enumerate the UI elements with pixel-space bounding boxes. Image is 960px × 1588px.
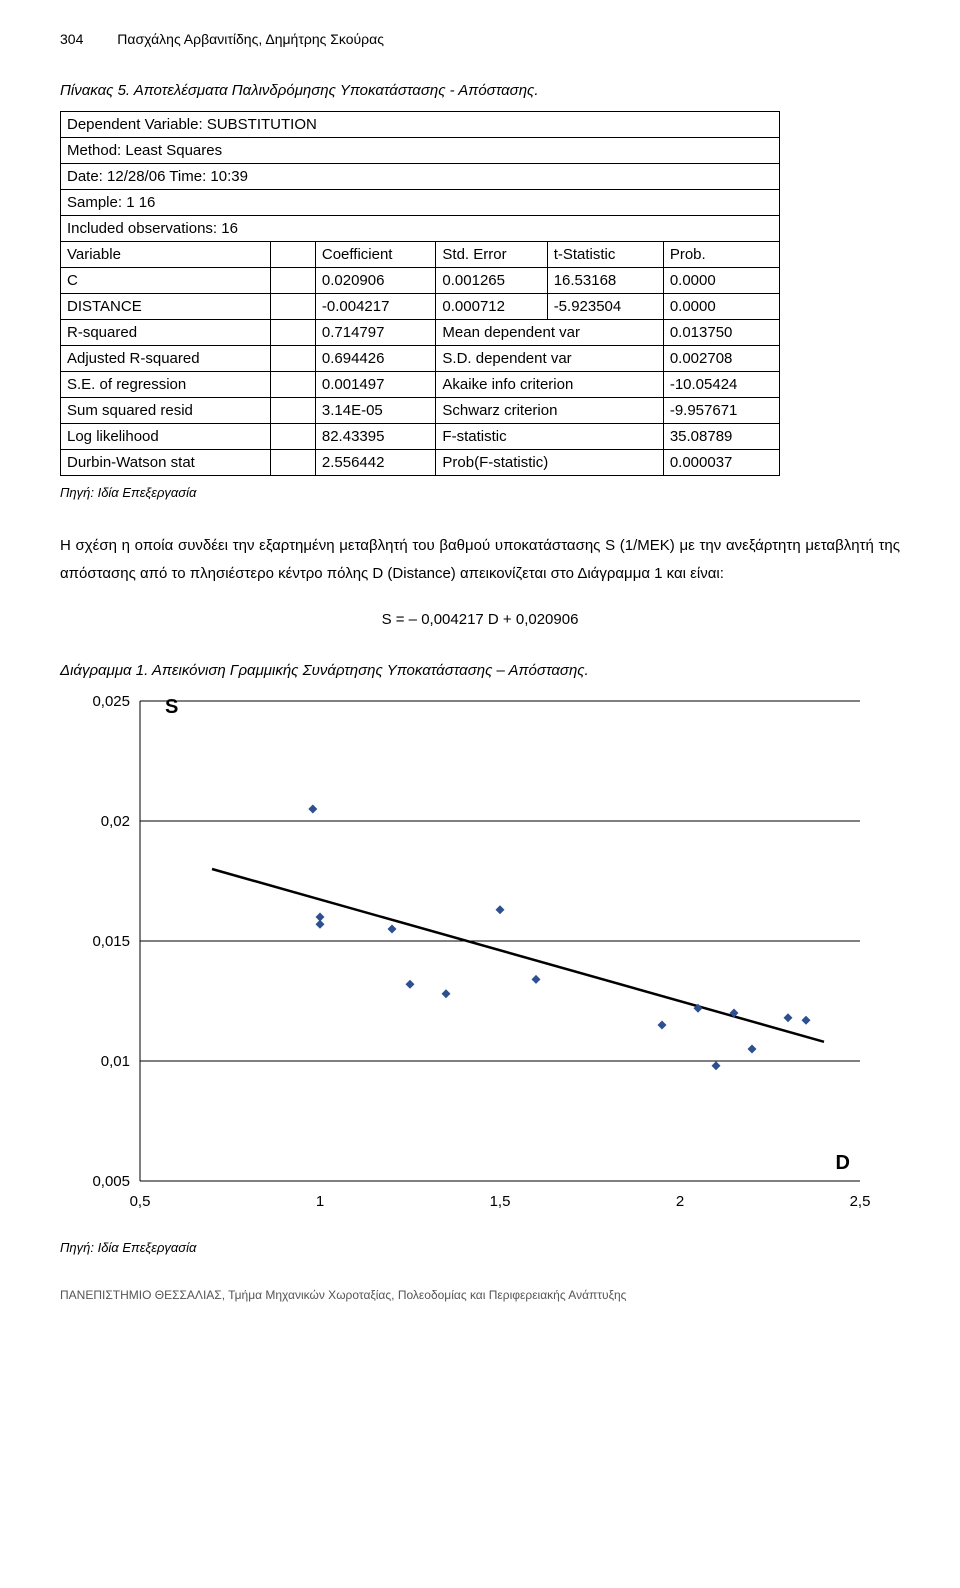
cell: S.D. dependent var	[436, 345, 663, 371]
cell: Durbin-Watson stat	[61, 449, 271, 475]
col-head: Std. Error	[436, 241, 547, 267]
cell: 3.14E-05	[315, 397, 436, 423]
svg-text:0,01: 0,01	[101, 1053, 130, 1070]
page-header: 304 Πασχάλης Αρβανιτίδης, Δημήτρης Σκούρ…	[60, 30, 900, 50]
table-row: Dependent Variable: SUBSTITUTION	[61, 111, 780, 137]
cell: 0.001265	[436, 267, 547, 293]
svg-text:1: 1	[316, 1193, 324, 1210]
col-head: Variable	[61, 241, 271, 267]
svg-text:S: S	[165, 696, 178, 718]
cell: Mean dependent var	[436, 319, 663, 345]
cell: F-statistic	[436, 423, 663, 449]
cell: 0.000037	[663, 449, 779, 475]
body-paragraph: Η σχέση η οποία συνδέει την εξαρτημένη μ…	[60, 532, 900, 589]
cell: R-squared	[61, 319, 271, 345]
cell: Log likelihood	[61, 423, 271, 449]
cell: 0.013750	[663, 319, 779, 345]
cell: C	[61, 267, 271, 293]
svg-text:0,5: 0,5	[130, 1193, 151, 1210]
cell: 0.001497	[315, 371, 436, 397]
cell	[270, 345, 315, 371]
cell: Sum squared resid	[61, 397, 271, 423]
table5-title: Πίνακας 5. Αποτελέσματα Παλινδρόμησης Υπ…	[60, 80, 900, 101]
cell	[270, 293, 315, 319]
table5-source: Πηγή: Ιδία Επεξεργασία	[60, 484, 900, 502]
cell: -5.923504	[547, 293, 663, 319]
cell: Schwarz criterion	[436, 397, 663, 423]
scatter-chart: 0,005 0,01 0,015 0,02 0,025 0,5 1 1,5 2 2,5 S D	[60, 691, 880, 1231]
page-authors: Πασχάλης Αρβανιτίδης, Δημήτρης Σκούρας	[117, 31, 384, 47]
cell: Akaike info criterion	[436, 371, 663, 397]
cell: -10.05424	[663, 371, 779, 397]
cell: -0.004217	[315, 293, 436, 319]
page-footer: ΠΑΝΕΠΙΣΤΗΜΙΟ ΘΕΣΣΑΛΙΑΣ, Τμήμα Μηχανικών …	[60, 1287, 900, 1304]
cell	[270, 319, 315, 345]
cell: DISTANCE	[61, 293, 271, 319]
cell: 0.714797	[315, 319, 436, 345]
svg-text:2,5: 2,5	[850, 1193, 871, 1210]
svg-text:D: D	[836, 1152, 850, 1174]
cell: S.E. of regression	[61, 371, 271, 397]
cell: 0.0000	[663, 267, 779, 293]
svg-text:0,025: 0,025	[92, 693, 130, 710]
cell: 0.0000	[663, 293, 779, 319]
col-head: t-Statistic	[547, 241, 663, 267]
cell: Adjusted R-squared	[61, 345, 271, 371]
cell	[270, 267, 315, 293]
cell: 16.53168	[547, 267, 663, 293]
diagram-title: Διάγραμμα 1. Απεικόνιση Γραμμικής Συνάρτ…	[60, 660, 900, 681]
svg-text:0,02: 0,02	[101, 813, 130, 830]
table-row: Sample: 1 16	[61, 189, 780, 215]
svg-text:2: 2	[676, 1193, 684, 1210]
page-number: 304	[60, 31, 83, 47]
cell: 2.556442	[315, 449, 436, 475]
cell	[270, 423, 315, 449]
cell	[270, 371, 315, 397]
table-row: Method: Least Squares	[61, 137, 780, 163]
cell: 0.000712	[436, 293, 547, 319]
table-row: Included observations: 16	[61, 215, 780, 241]
col-head: Coefficient	[315, 241, 436, 267]
cell	[270, 397, 315, 423]
cell: Prob(F-statistic)	[436, 449, 663, 475]
svg-text:0,005: 0,005	[92, 1173, 130, 1190]
diagram-source: Πηγή: Ιδία Επεξεργασία	[60, 1239, 900, 1257]
regression-table: Dependent Variable: SUBSTITUTION Method:…	[60, 111, 780, 476]
table-row: Date: 12/28/06 Time: 10:39	[61, 163, 780, 189]
cell: -9.957671	[663, 397, 779, 423]
svg-text:1,5: 1,5	[490, 1193, 511, 1210]
cell: 0.002708	[663, 345, 779, 371]
col-spacer	[270, 241, 315, 267]
cell	[270, 449, 315, 475]
equation: S = – 0,004217 D + 0,020906	[60, 609, 900, 630]
col-head: Prob.	[663, 241, 779, 267]
cell: 0.020906	[315, 267, 436, 293]
cell: 82.43395	[315, 423, 436, 449]
cell: 0.694426	[315, 345, 436, 371]
svg-text:0,015: 0,015	[92, 933, 130, 950]
cell: 35.08789	[663, 423, 779, 449]
